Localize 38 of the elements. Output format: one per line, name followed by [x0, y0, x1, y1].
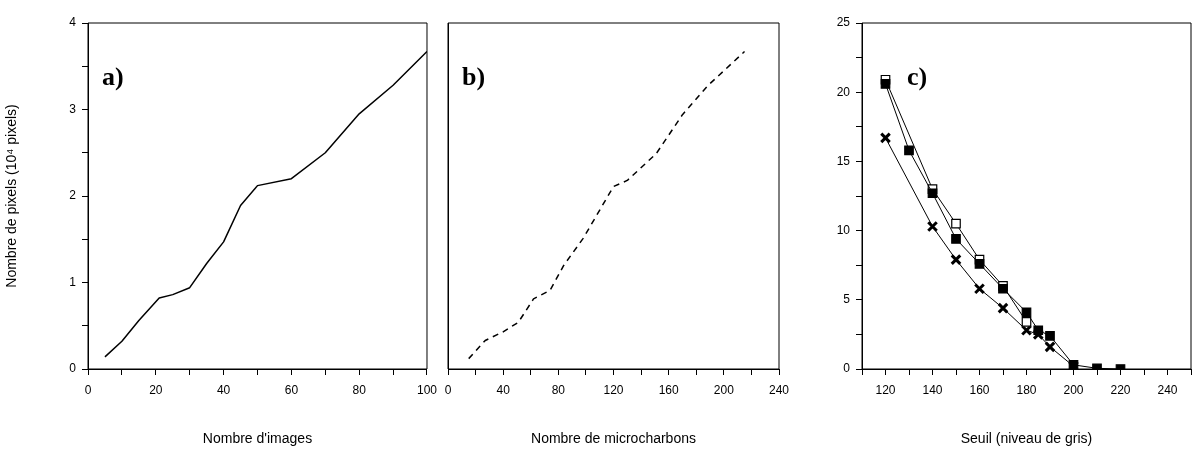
annotation: a): [102, 62, 124, 91]
y-tick-label: 10: [836, 222, 851, 237]
y-tick-label: 25: [836, 15, 851, 30]
y-tick-label: 0: [69, 361, 77, 376]
x-tick-label: 240: [1157, 382, 1178, 397]
y-tick-label: 5: [843, 292, 851, 307]
x-tick-label: 40: [496, 382, 511, 397]
y-axis-title: Nombre de pixels (10⁴ pixels): [3, 104, 20, 288]
y-tick-label: 1: [69, 274, 77, 289]
y-tick-label: 0: [843, 361, 851, 376]
x-axis-title: Nombre de microcharbons: [531, 430, 696, 447]
x-tick-label: 40: [216, 382, 231, 397]
y-tick-label: 20: [836, 84, 851, 99]
y-tick-label: 15: [836, 153, 851, 168]
y-tick-label: 3: [69, 101, 77, 116]
annotation: c): [907, 62, 928, 91]
x-tick-label: 160: [658, 382, 679, 397]
x-tick-label: 220: [1110, 382, 1131, 397]
x-tick-label: 80: [352, 382, 367, 397]
x-tick-label: 100: [416, 382, 438, 397]
x-tick-label: 140: [922, 382, 943, 397]
y-tick-label: 4: [69, 15, 77, 30]
x-tick-label: 200: [713, 382, 735, 397]
x-tick-label: 120: [875, 382, 896, 397]
x-tick-label: 60: [284, 382, 299, 397]
x-tick-label: 200: [1063, 382, 1084, 397]
x-axis-title: Nombre d'images: [202, 430, 313, 447]
x-tick-label: 20: [149, 382, 163, 397]
annotation: b): [462, 62, 486, 91]
x-tick-label: 180: [1016, 382, 1037, 397]
x-tick-label: 120: [603, 382, 624, 397]
x-axis-title: Seuil (niveau de gris): [960, 430, 1093, 447]
x-tick-label: 160: [969, 382, 990, 397]
x-tick-label: 0: [84, 382, 92, 397]
x-tick-label: 0: [444, 382, 452, 397]
x-tick-label: 80: [551, 382, 566, 397]
y-tick-label: 2: [69, 188, 77, 203]
x-tick-label: 240: [768, 382, 790, 397]
